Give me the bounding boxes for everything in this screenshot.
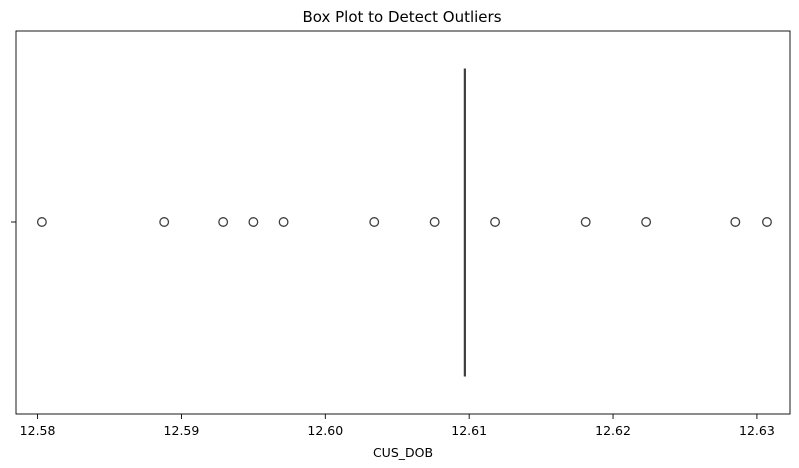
outlier-point bbox=[641, 217, 652, 227]
outlier-point bbox=[218, 217, 229, 227]
outlier-point bbox=[36, 217, 47, 227]
x-axis-ticks bbox=[37, 414, 758, 419]
outlier-point bbox=[278, 217, 289, 227]
x-tick-label: 12.63 bbox=[739, 423, 775, 438]
outlier-point bbox=[580, 217, 591, 227]
x-tick-label: 12.59 bbox=[164, 423, 200, 438]
outlier-point bbox=[490, 217, 501, 227]
outlier-point bbox=[248, 217, 259, 227]
chart-title: Box Plot to Detect Outliers bbox=[302, 8, 501, 26]
x-tick-label: 12.62 bbox=[595, 423, 631, 438]
x-axis-label: CUS_DOB bbox=[373, 445, 433, 460]
outlier-point bbox=[369, 217, 380, 227]
x-axis-tick-labels: 12.58 12.59 12.60 12.61 12.62 12.63 bbox=[20, 423, 775, 438]
plot-frame bbox=[15, 30, 791, 415]
x-tick-label: 12.61 bbox=[451, 423, 487, 438]
outlier-point bbox=[159, 217, 170, 227]
outlier-points bbox=[36, 217, 772, 227]
outlier-point bbox=[730, 217, 741, 227]
x-tick-label: 12.60 bbox=[307, 423, 343, 438]
outlier-point bbox=[429, 217, 440, 227]
x-tick-label: 12.58 bbox=[20, 423, 56, 438]
box-element bbox=[463, 68, 466, 377]
outlier-point bbox=[762, 217, 772, 227]
